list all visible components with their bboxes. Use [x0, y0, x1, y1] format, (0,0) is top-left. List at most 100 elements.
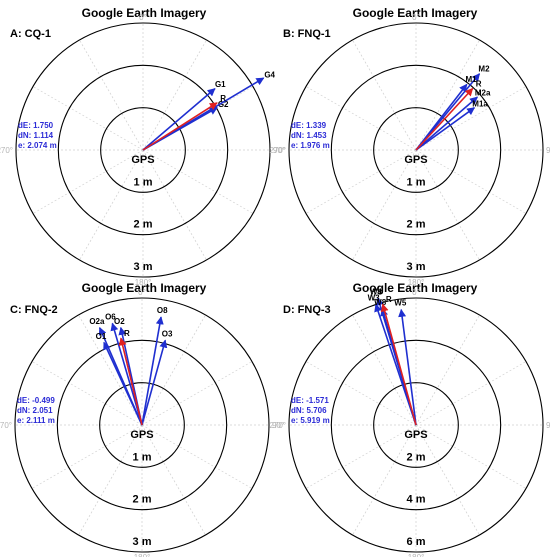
ring-label: 3 m — [407, 261, 426, 273]
range-ring — [99, 382, 185, 468]
angular-gridline — [305, 424, 417, 489]
angle-label-west: 270° — [0, 421, 12, 430]
panel-1: Google Earth Imagery A: CQ-1 0° 90° 180° 270°… — [0, 6, 285, 287]
angle-label-east: 90° — [273, 146, 285, 155]
vector-o3 — [141, 339, 168, 426]
range-ring — [57, 64, 229, 236]
angular-gridline — [352, 149, 417, 261]
stat-line: e: 2.111 m — [17, 416, 55, 425]
panel-2: Google Earth Imagery B: FNQ-1 0° 90° 180° 270… — [269, 6, 550, 287]
mean-vector — [415, 87, 474, 151]
ring-label: 3 m — [133, 536, 152, 548]
angle-label-east: 90° — [546, 146, 550, 155]
mean-vector-label: R — [476, 79, 482, 88]
angular-gridline — [305, 86, 417, 151]
center-label: GPS — [130, 429, 153, 441]
range-ring — [330, 64, 502, 236]
mean-vector — [380, 303, 417, 426]
range-ring — [56, 339, 228, 511]
panel-label: C: FNQ-2 — [10, 304, 58, 316]
panel-4: Google Earth Imagery D: FNQ-3 0° 90° 180° 270… — [269, 281, 550, 557]
ring-label: 2 m — [133, 494, 152, 506]
center-label: GPS — [404, 154, 427, 166]
stat-line: e: 1.976 m — [291, 141, 330, 150]
vector-label: M1a — [472, 100, 488, 109]
angular-gridline — [79, 39, 144, 151]
panel-label: D: FNQ-3 — [283, 304, 331, 316]
ring-label: 1 m — [134, 176, 153, 188]
ring-label: 2 m — [407, 219, 426, 231]
angle-label-west: 270° — [269, 146, 286, 155]
angular-gridline — [415, 149, 527, 214]
angular-gridline — [352, 314, 417, 426]
angle-label-south: 180° — [408, 553, 425, 557]
ring-label: 2 m — [134, 219, 153, 231]
vector-label: O3 — [162, 330, 173, 339]
panel-title: Google Earth Imagery — [82, 6, 207, 20]
angular-gridline — [415, 361, 527, 426]
angular-gridline — [305, 361, 417, 426]
vector-label: O1 — [96, 332, 107, 341]
angular-gridline — [78, 424, 143, 536]
vector-label: M2a — [475, 89, 491, 98]
angular-gridline — [142, 149, 254, 214]
vector-label: O2a — [89, 317, 105, 326]
range-ring — [288, 22, 544, 278]
vector-o8 — [141, 316, 164, 426]
angle-label-north: 0° — [412, 13, 420, 22]
vector-m1 — [415, 83, 468, 151]
angular-gridline — [31, 424, 143, 489]
stat-line: dN: 5.706 — [291, 406, 327, 415]
angular-gridline — [141, 424, 206, 536]
angular-gridline — [142, 149, 207, 261]
range-ring — [15, 22, 271, 278]
range-ring — [330, 339, 502, 511]
vector-label: G4 — [264, 70, 275, 79]
vector-label: O8 — [157, 306, 168, 315]
angular-gridline — [32, 149, 144, 214]
angle-label-north: 0° — [138, 288, 146, 297]
vector-label: O2 — [114, 317, 125, 326]
vector-label: W4 — [370, 287, 383, 296]
angle-label-west: 270° — [0, 146, 13, 155]
angle-label-north: 0° — [412, 288, 420, 297]
angle-label-east: 90° — [272, 421, 284, 430]
stat-line: dE: -0.499 — [17, 396, 55, 405]
angular-gridline — [415, 314, 480, 426]
ring-label: 2 m — [407, 451, 426, 463]
angular-gridline — [352, 424, 417, 536]
ring-label: 6 m — [407, 536, 426, 548]
angular-gridline — [78, 314, 143, 426]
panel-title: Google Earth Imagery — [82, 281, 207, 295]
mean-vector-label: R — [220, 94, 226, 103]
range-ring — [14, 297, 270, 553]
vector-m2a — [415, 96, 478, 151]
vector-g1 — [142, 88, 216, 151]
center-label: GPS — [404, 429, 427, 441]
ring-label: 1 m — [407, 176, 426, 188]
ring-label: 3 m — [134, 261, 153, 273]
mean-vector-label: R — [386, 295, 392, 304]
angular-gridline — [352, 39, 417, 151]
angular-gridline — [141, 361, 253, 426]
stat-line: dN: 1.453 — [291, 131, 327, 140]
vector-label: M2 — [478, 64, 490, 73]
angle-label-south: 180° — [135, 278, 152, 287]
panel-label: A: CQ-1 — [10, 28, 51, 40]
panel-3: Google Earth Imagery C: FNQ-2 0° 90° 180° 270… — [0, 281, 284, 557]
angular-gridline — [415, 424, 527, 489]
vector-w5 — [398, 308, 417, 426]
center-label: GPS — [131, 154, 154, 166]
angular-gridline — [415, 39, 480, 151]
ring-label: 4 m — [407, 494, 426, 506]
stat-line: dN: 2.051 — [17, 406, 53, 415]
angular-gridline — [32, 86, 144, 151]
range-ring — [288, 297, 544, 553]
stat-line: dE: -1.571 — [291, 396, 329, 405]
angle-label-south: 180° — [408, 278, 425, 287]
vector-w3 — [374, 303, 417, 426]
vector-label: W8 — [374, 298, 387, 307]
vector-m1a — [415, 107, 476, 151]
angular-gridline — [142, 39, 207, 151]
stat-line: dE: 1.339 — [291, 121, 327, 130]
